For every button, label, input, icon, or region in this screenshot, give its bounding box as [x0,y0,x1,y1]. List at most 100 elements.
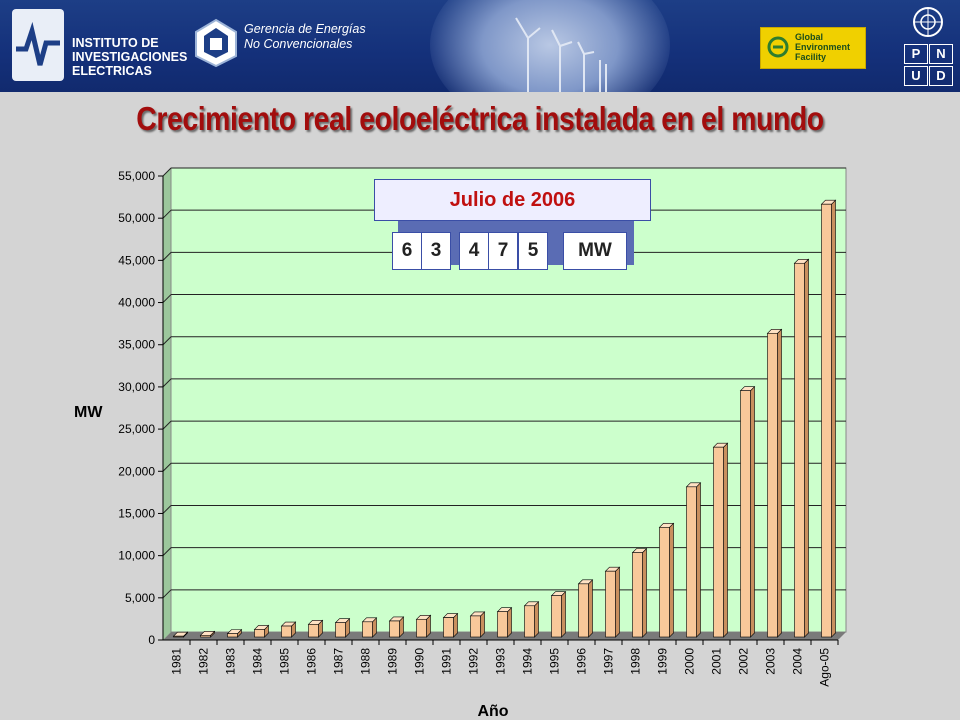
x-tick-label: 2002 [737,648,751,675]
x-tick-label: 1990 [413,648,427,675]
iie-logo-icon [12,9,64,81]
wind-turbines-icon [515,17,607,92]
counter-digit: 4 [459,232,489,270]
bar [497,611,508,638]
iie-name: INSTITUTO DE INVESTIGACIONES ELECTRICAS [72,36,188,78]
x-tick-label: 1998 [629,648,643,675]
bar [362,621,373,638]
x-tick-label: 1984 [251,648,265,675]
bar [335,622,346,638]
x-tick-label: 1994 [521,648,535,675]
bar-side [723,442,728,638]
x-tick-label: 1986 [305,648,319,675]
y-tick-label: 50,000 [118,211,155,225]
gef-globe-icon [767,36,789,58]
x-tick-label: 2001 [710,648,724,675]
bar [443,617,454,638]
grid-line [162,378,172,388]
bar [713,446,724,638]
x-tick-label: 1982 [197,648,211,675]
bar [821,203,832,638]
bar [281,625,292,638]
grid-line [162,589,172,599]
bar [659,527,670,638]
bar-side [777,328,782,638]
y-tick-label: 40,000 [118,296,155,310]
bar-side [831,199,836,638]
bar [605,570,616,638]
gef-line: Environment [795,42,851,52]
bar-side [696,482,701,638]
bar [308,624,319,638]
bar-side [561,590,566,638]
y-tick-label: 5,000 [125,591,155,605]
y-tick-label: 15,000 [118,506,155,520]
iie-line: ELECTRICAS [72,64,152,78]
undp-logo: P N U D [902,4,954,88]
grid-line [162,505,172,514]
y-tick-label: 30,000 [118,380,155,394]
bar [227,633,238,638]
iie-line: INSTITUTO DE [72,36,159,50]
x-tick-label: 2000 [683,648,697,675]
bar-side [642,547,647,638]
bar [416,618,427,638]
x-tick-label: 1991 [440,648,454,675]
grid-line [162,547,172,556]
grid-line [162,167,172,177]
bar-side [804,258,809,638]
x-tick-label: 2004 [791,648,805,675]
y-tick-label: 45,000 [118,253,155,267]
y-tick-label: 25,000 [118,422,155,436]
y-tick-label: 35,000 [118,338,155,352]
bar [686,486,697,638]
y-tick-label: 55,000 [118,169,155,183]
bar [551,595,562,638]
x-tick-label: 1995 [548,648,562,675]
gef-line: Facility [795,52,827,62]
gnc-name: Gerencia de Energías No Convencionales [244,22,384,52]
bar [524,605,535,638]
gnc-line: No Convencionales [244,37,353,51]
x-tick-label: 1996 [575,648,589,675]
x-tick-label: 1981 [170,648,184,675]
x-tick-label: 1988 [359,648,373,675]
un-emblem-icon [913,7,943,37]
undp-letter: U [904,66,928,86]
bar [470,615,481,638]
bar-side [534,601,539,638]
bar [578,583,589,638]
iie-line: INVESTIGACIONES [72,50,188,64]
x-tick-label: 1993 [494,648,508,675]
bar [254,629,265,638]
y-tick-label: 0 [148,633,155,647]
gef-name: Global Environment Facility [795,32,850,62]
y-axis-label: MW [74,404,103,421]
x-tick-label: 1992 [467,648,481,675]
grid-line [162,209,172,219]
x-axis-label: Año [477,703,508,720]
x-tick-label: 1997 [602,648,616,675]
x-tick-label: 1987 [332,648,346,675]
undp-letter: N [929,44,953,64]
y-tick-label: 20,000 [118,464,155,478]
undp-letter: D [929,66,953,86]
bar [389,620,400,638]
x-tick-label: 1983 [224,648,238,675]
x-tick-label: 1999 [656,648,670,675]
bar-side [750,385,755,638]
x-tick-label: Ago-05 [818,648,832,687]
counter-digit: 6 [392,232,422,270]
counter-digit: 5 [518,232,548,270]
gnc-line: Gerencia de Energías [244,22,366,36]
counter-unit: MW [563,232,627,270]
bar [200,635,211,638]
bar-side [615,566,620,638]
x-tick-label: 1989 [386,648,400,675]
y-tick-label: 10,000 [118,549,155,563]
gnc-logo-icon [195,18,237,68]
gef-line: Global [795,32,824,42]
counter-digit: 3 [421,232,451,270]
bar [740,390,751,638]
